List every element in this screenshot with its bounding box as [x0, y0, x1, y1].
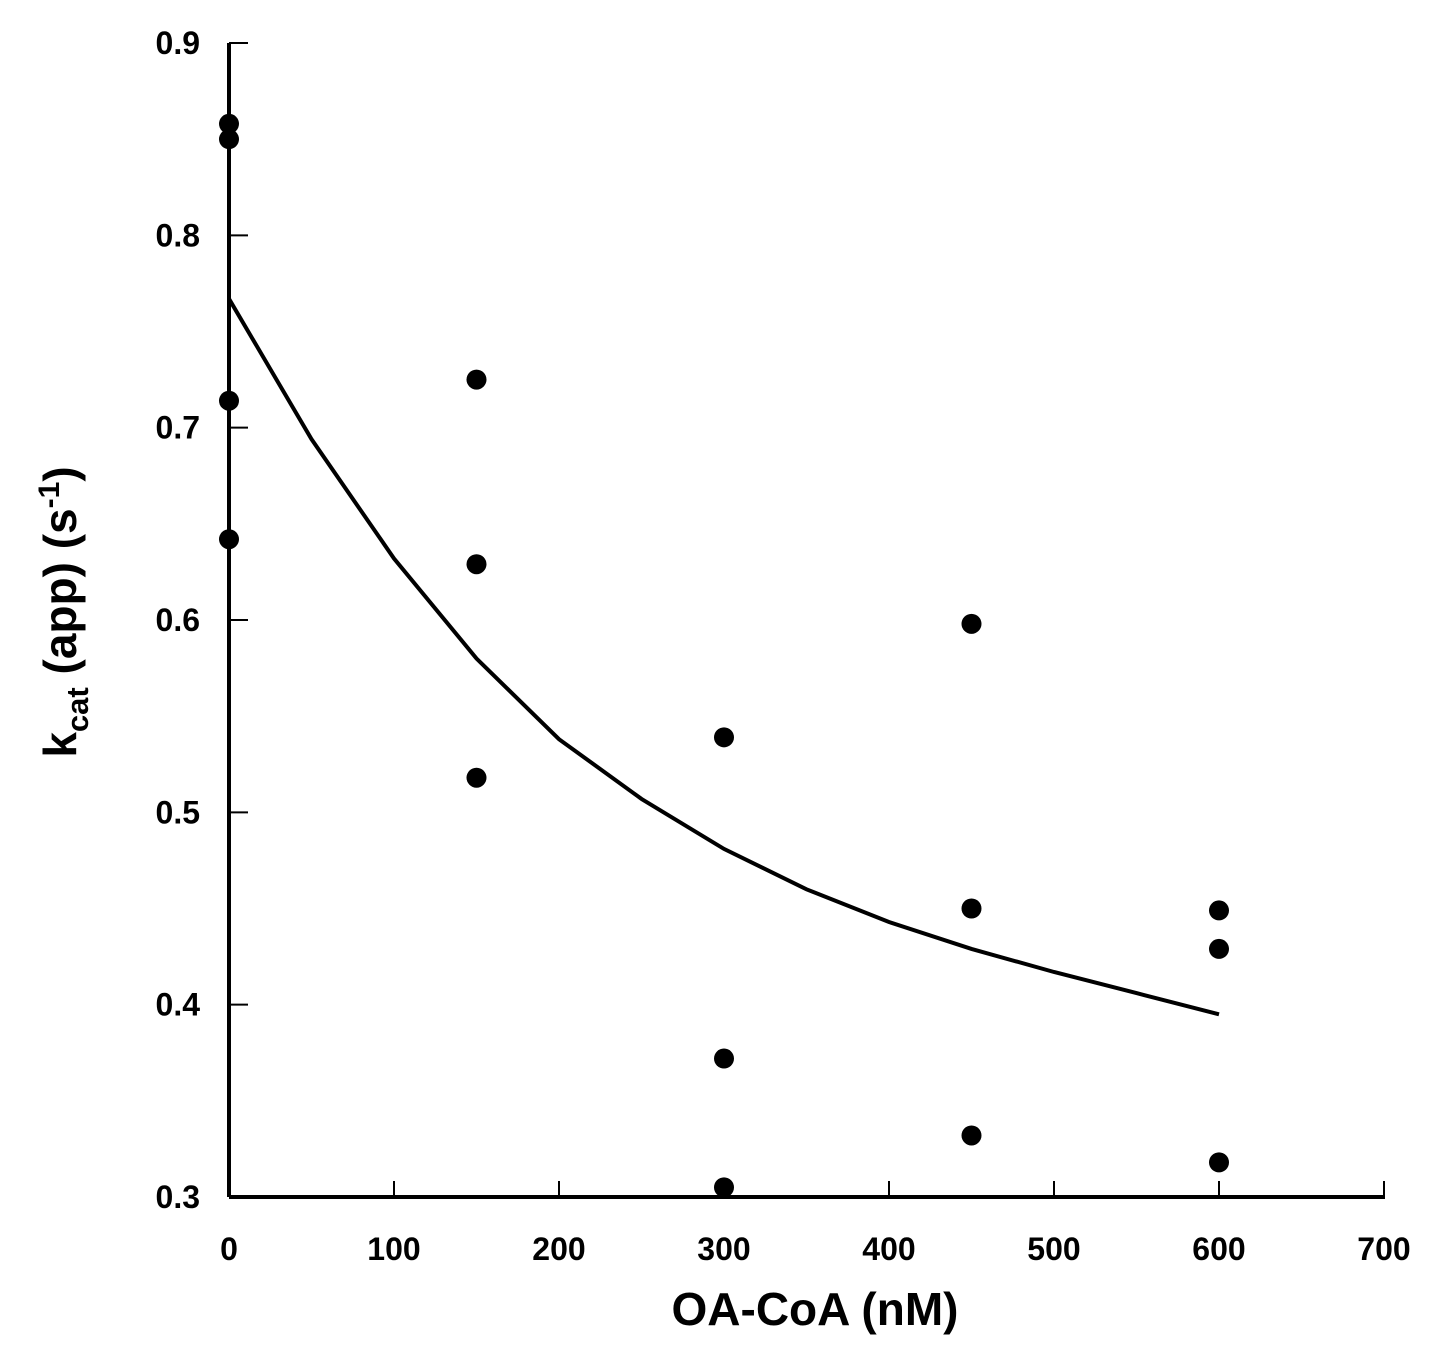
y-tick-label: 0.9 — [156, 25, 200, 61]
y-tick-label: 0.7 — [156, 410, 200, 446]
x-tick-label: 0 — [220, 1231, 238, 1267]
x-tick-label: 200 — [532, 1231, 585, 1267]
x-tick-label: 700 — [1357, 1231, 1410, 1267]
y-tick-label: 0.8 — [156, 217, 200, 253]
x-tick-label: 100 — [367, 1231, 420, 1267]
x-tick-label: 600 — [1192, 1231, 1245, 1267]
data-point — [961, 898, 982, 919]
y-tick-label: 0.3 — [156, 1179, 200, 1215]
y-axis-title-rest: (app) (s — [34, 508, 86, 687]
y-axis-title-subscript: cat — [60, 687, 95, 732]
data-points — [219, 113, 1229, 1198]
y-tick-label: 0.4 — [156, 987, 201, 1023]
y-axis-title: kcat (app) (s-1) — [33, 466, 95, 757]
data-point — [714, 1048, 734, 1069]
data-point — [219, 113, 239, 134]
x-axis-ticks: 0 100 200 300 400 500 600 700 — [220, 1181, 1411, 1267]
y-axis-ticks: 0.3 0.4 0.5 0.6 0.7 0.8 0.9 — [156, 25, 248, 1215]
data-point — [1209, 938, 1229, 959]
data-point — [219, 529, 239, 550]
x-axis-title: OA-CoA (nM) — [672, 1283, 959, 1335]
fit-curve — [227, 297, 1220, 1017]
data-point — [714, 1177, 734, 1198]
data-point — [466, 767, 487, 788]
x-tick-label: 300 — [697, 1231, 750, 1267]
data-point — [466, 554, 487, 575]
data-point — [219, 390, 239, 411]
data-point — [1209, 900, 1229, 921]
data-point — [961, 613, 982, 634]
data-point — [219, 129, 239, 150]
data-point — [714, 727, 734, 748]
y-axis-title-close: ) — [34, 466, 86, 481]
y-tick-label: 0.6 — [156, 602, 200, 638]
y-tick-label: 0.5 — [156, 794, 200, 830]
x-tick-label: 400 — [862, 1231, 915, 1267]
data-point — [961, 1125, 982, 1146]
x-tick-label: 500 — [1027, 1231, 1080, 1267]
y-axis-title-k: k — [34, 732, 86, 758]
y-axis-title-superscript: -1 — [33, 482, 66, 509]
data-point — [466, 369, 487, 390]
data-point — [1209, 1152, 1229, 1173]
